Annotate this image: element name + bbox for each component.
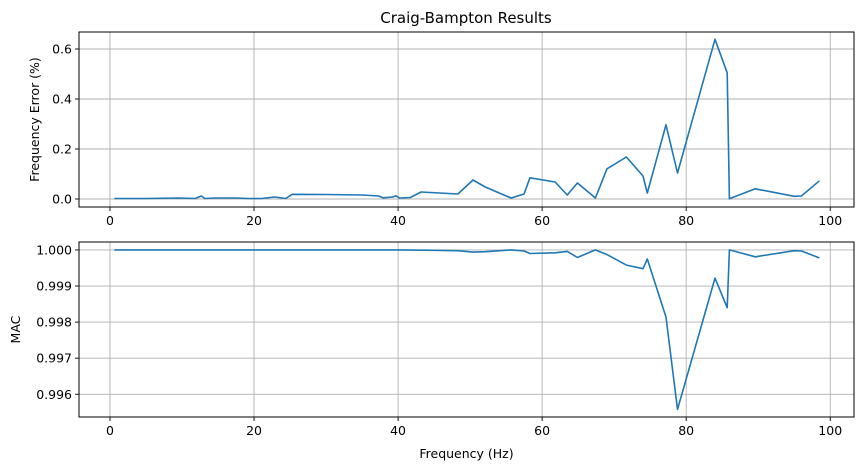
y-axis-label: Frequency Error (%) <box>27 57 42 182</box>
y-tick-label: 0.997 <box>36 351 72 366</box>
x-tick-label: 60 <box>534 213 550 228</box>
x-tick-label: 80 <box>678 213 694 228</box>
chart-title: Craig-Bampton Results <box>380 9 552 27</box>
y-tick-label: 0.2 <box>52 142 72 157</box>
y-tick-label: 0.0 <box>52 192 72 207</box>
mac-plot: 0 20 40 60 80 100 0.996 0.997 0.998 0.999 1.000 MAC… <box>8 241 855 461</box>
y-tick-label: 0.4 <box>52 92 72 107</box>
x-tick-label: 20 <box>246 423 262 438</box>
y-tick-label: 1.000 <box>36 242 72 257</box>
data-line <box>114 249 820 411</box>
y-tick-label: 0.996 <box>36 387 72 402</box>
x-tick-label: 80 <box>678 423 694 438</box>
axes-frame <box>78 31 855 208</box>
x-tick-label: 100 <box>818 423 842 438</box>
y-tick-label: 0.998 <box>36 315 72 330</box>
x-tick-label: 20 <box>246 213 262 228</box>
axes-frame <box>78 241 855 418</box>
x-tick-label: 40 <box>390 423 406 438</box>
x-tick-label: 60 <box>534 423 550 438</box>
x-tick-label: 0 <box>106 423 114 438</box>
frequency-error-plot: 0 20 40 60 80 100 0.0 0.2 0.4 0.6 Frequency Error … <box>27 31 855 228</box>
x-tick-label: 0 <box>106 213 114 228</box>
y-axis-label: MAC <box>8 315 23 343</box>
x-tick-label: 40 <box>390 213 406 228</box>
x-tick-label: 100 <box>818 213 842 228</box>
y-tick-label: 0.999 <box>36 279 72 294</box>
y-tick-label: 0.6 <box>52 42 72 57</box>
data-line <box>114 38 820 200</box>
x-axis-label: Frequency (Hz) <box>419 446 513 461</box>
